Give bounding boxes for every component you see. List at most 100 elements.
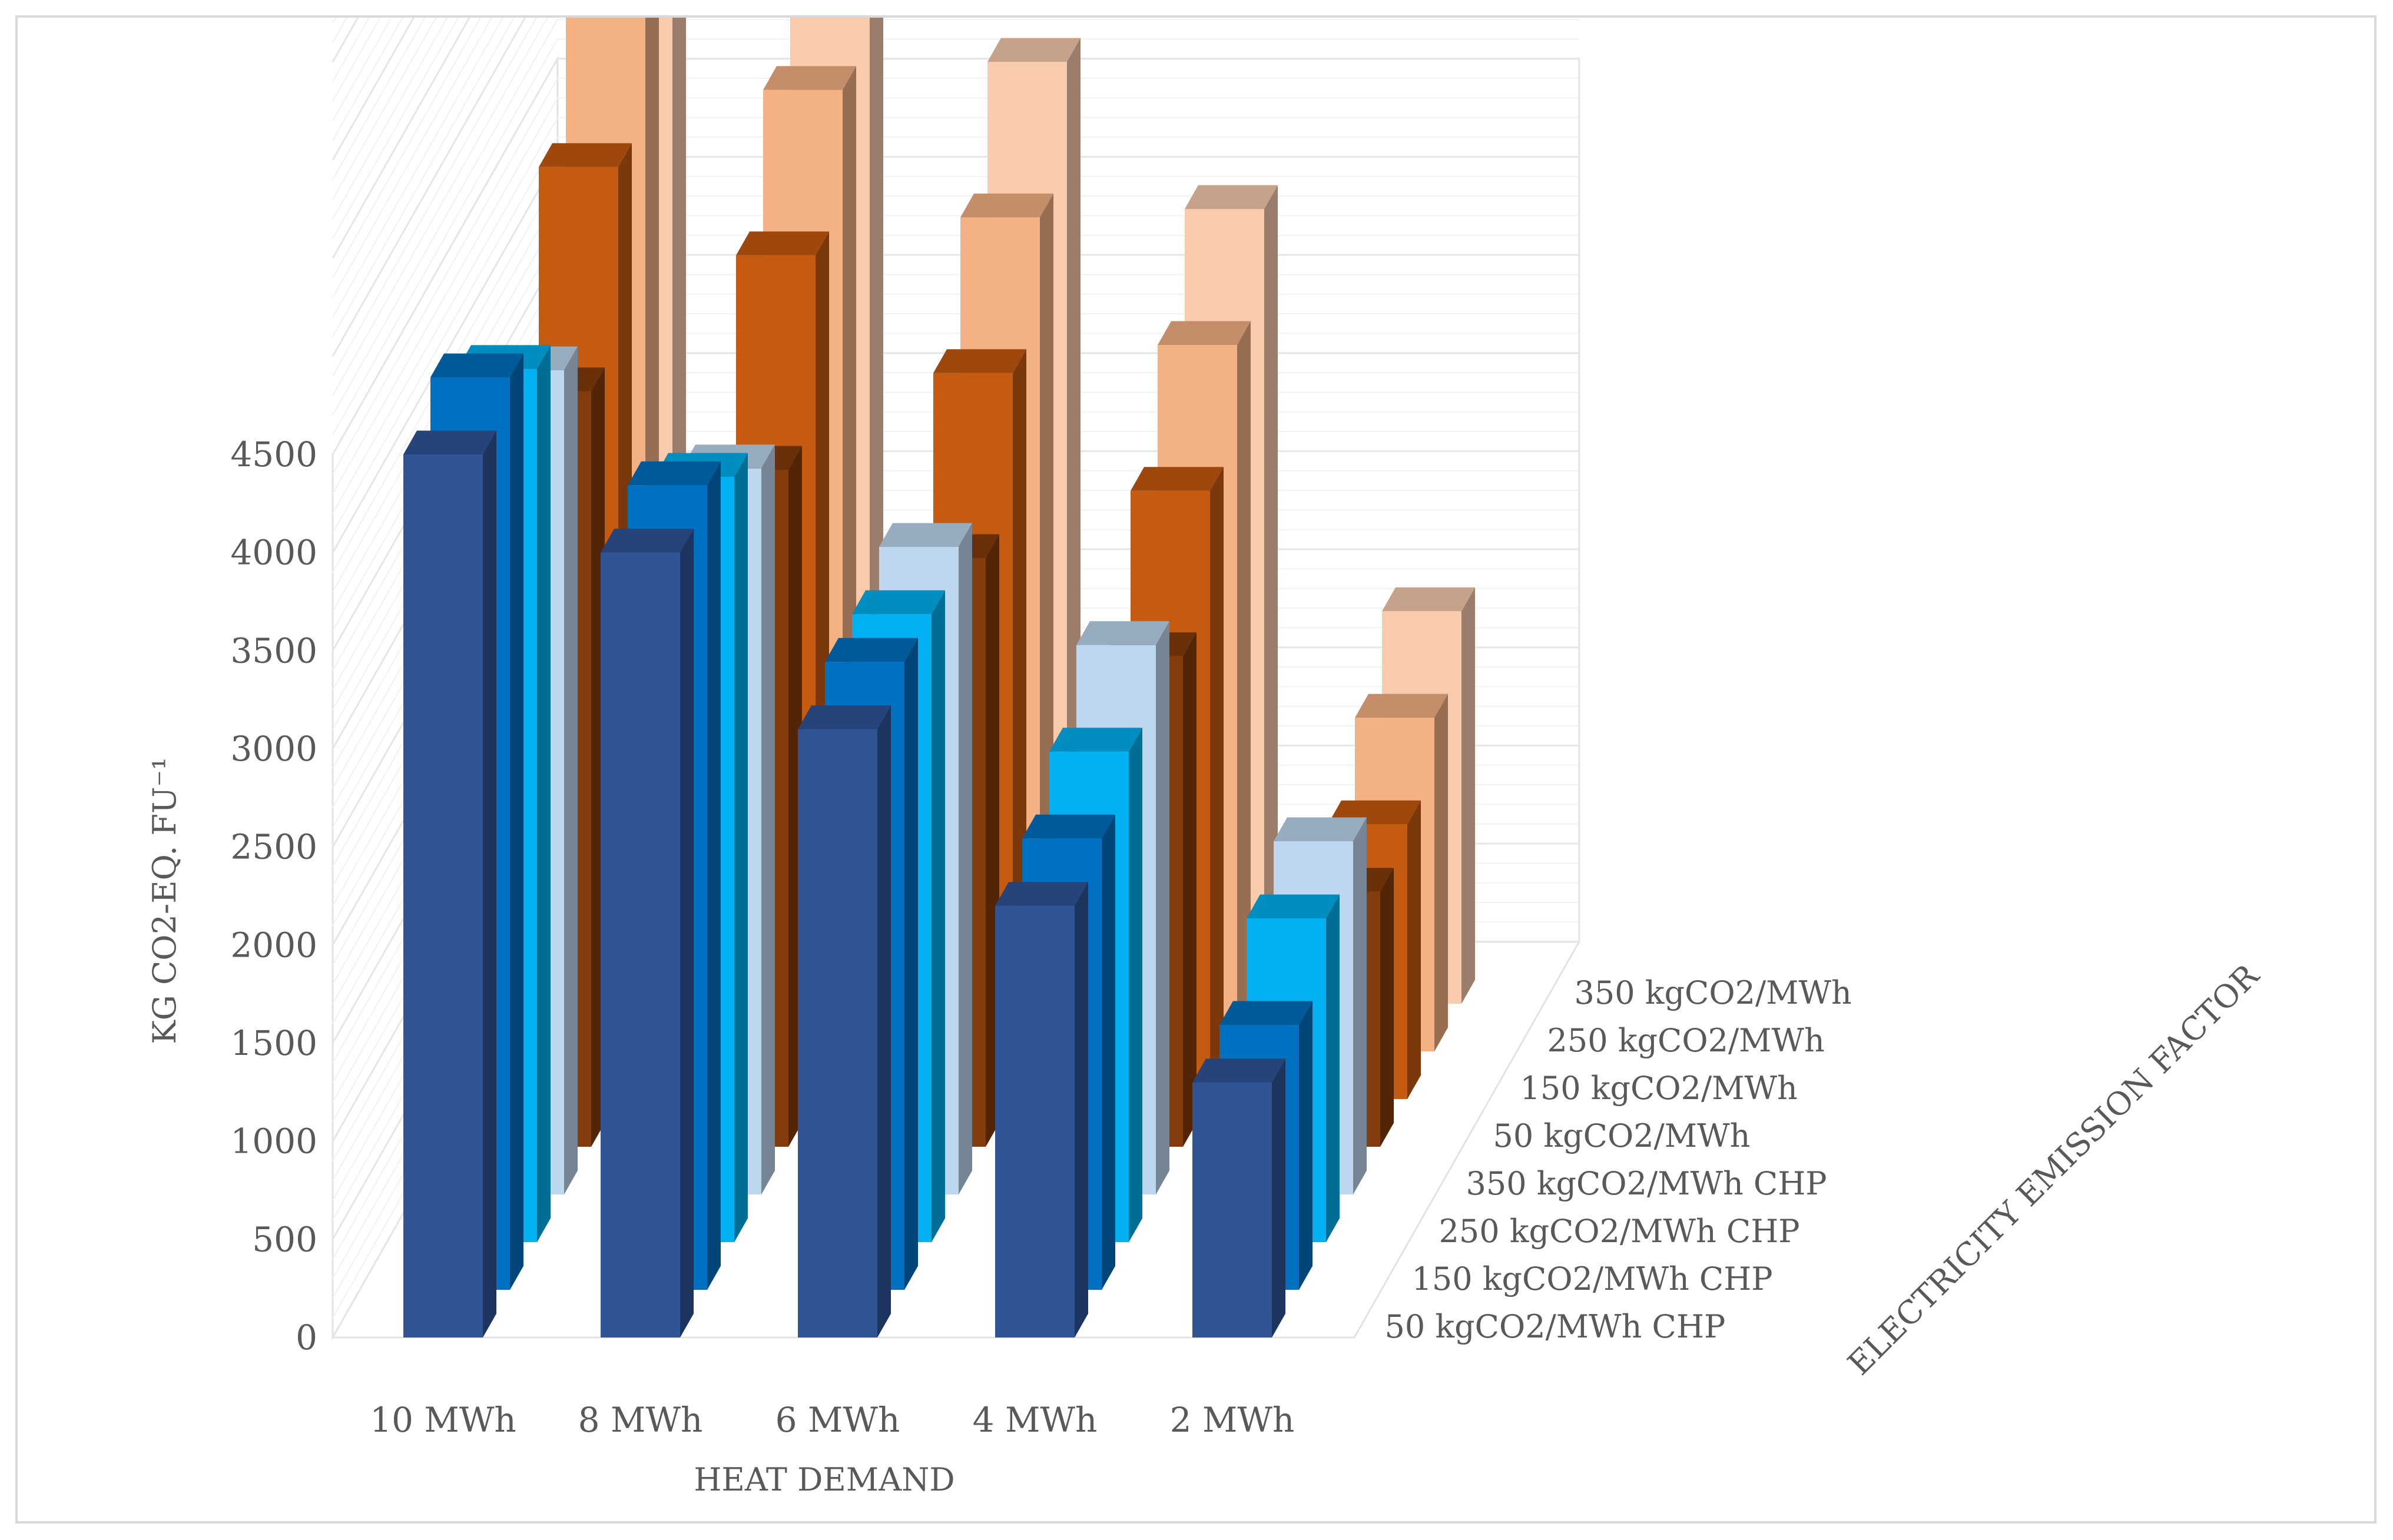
bar-top	[825, 638, 918, 662]
bar-top	[798, 705, 891, 729]
y-tick-label: 3500	[230, 630, 317, 671]
bar-top	[995, 882, 1088, 906]
bar-side	[707, 461, 721, 1290]
gridline	[332, 18, 537, 377]
bar-top	[1076, 621, 1169, 645]
y-tick-label: 500	[252, 1219, 317, 1259]
x-tick-label: 10 MWh	[370, 1400, 516, 1440]
bar-top	[763, 66, 856, 90]
bar-top	[403, 430, 496, 454]
bar-top	[1382, 587, 1475, 612]
gridline	[332, 18, 448, 220]
bar-side	[761, 444, 775, 1195]
series-label: 350 kgCO2/MWh	[1575, 974, 1852, 1011]
gridline	[332, 97, 1579, 494]
series-label: 250 kgCO2/MWh CHP	[1439, 1213, 1800, 1250]
gridline	[332, 137, 1579, 533]
gridline	[332, 38, 1579, 436]
bar-side	[1326, 894, 1340, 1242]
bar-top	[960, 193, 1053, 218]
bar-front	[995, 905, 1075, 1337]
x-axis-title: HEAT DEMAND	[694, 1461, 954, 1498]
bar-top	[1022, 814, 1115, 839]
bar-top	[879, 523, 972, 547]
bar-side	[932, 590, 945, 1242]
gridline	[332, 18, 437, 200]
x-tick-label: 2 MWh	[1170, 1400, 1295, 1440]
bar-top	[736, 231, 829, 255]
bar-front	[1192, 1082, 1272, 1337]
bar-side	[1407, 800, 1421, 1099]
gridline	[332, 18, 526, 357]
bar-top	[1355, 693, 1448, 718]
bar-side	[1272, 1058, 1285, 1337]
bar-side	[1102, 814, 1115, 1290]
bar-side	[483, 430, 496, 1337]
gridline	[332, 18, 548, 396]
chart-frame: 0 500 1000 1500 2000 2500 3000 3500 4000 4500 10 …	[15, 15, 2377, 1524]
gridline	[332, 18, 415, 161]
bars	[403, 18, 1475, 1338]
bar-side	[1299, 1001, 1312, 1290]
y-tick-label: 2000	[230, 925, 317, 965]
x-axis-ticks: 10 MWh 8 MWh 6 MWh 4 MWh 2 MWh	[370, 1400, 1294, 1440]
bar-top	[1219, 1001, 1312, 1025]
bar-side	[1075, 882, 1088, 1337]
bar-side	[1264, 185, 1278, 1004]
bar	[601, 529, 694, 1338]
gridline	[332, 18, 359, 63]
bar-top	[628, 461, 721, 486]
y-axis-ticks: 0 500 1000 1500 2000 2500 3000 3500 4000 4500	[230, 434, 317, 1358]
bar-side	[959, 523, 972, 1194]
gridline	[332, 18, 493, 298]
z-axis-title: ELECTRICITY EMISSION FACTOR	[1841, 957, 2266, 1382]
gridline	[332, 18, 504, 318]
chart-area: 0 500 1000 1500 2000 2500 3000 3500 4000 4500 10 …	[146, 18, 2266, 1498]
bar-side	[537, 345, 551, 1243]
bar-side	[1461, 587, 1475, 1004]
y-tick-label: 4500	[230, 434, 317, 474]
bar	[995, 882, 1088, 1337]
series-label: 250 kgCO2/MWh	[1547, 1022, 1825, 1059]
bar-side	[564, 346, 578, 1194]
series-label: 350 kgCO2/MWh CHP	[1466, 1165, 1827, 1202]
bar-side	[734, 453, 748, 1242]
bar-top	[1158, 321, 1251, 345]
bar-top	[1049, 728, 1142, 752]
bar-side	[1353, 817, 1367, 1194]
gridline	[332, 18, 426, 180]
gridline	[332, 78, 1579, 474]
bar-side	[1183, 632, 1196, 1147]
x-tick-label: 6 MWh	[775, 1400, 900, 1440]
gridline	[332, 58, 1579, 455]
gridline	[332, 18, 459, 239]
bar-top	[852, 590, 945, 615]
bar-side	[904, 638, 918, 1290]
bar-top	[987, 38, 1081, 62]
bar-side	[510, 353, 523, 1290]
bar-top	[1274, 817, 1367, 841]
bar	[403, 430, 496, 1337]
y-tick-label: 4000	[230, 533, 317, 573]
gridline	[332, 18, 482, 278]
gridline	[332, 18, 515, 337]
bar-front	[403, 454, 483, 1337]
x-tick-label: 8 MWh	[578, 1400, 703, 1440]
gridline	[332, 18, 403, 141]
bar-top	[430, 353, 523, 377]
y-tick-label: 1000	[230, 1121, 317, 1161]
gridline	[332, 18, 470, 259]
bar-top	[1247, 894, 1340, 918]
bar-side	[680, 529, 694, 1338]
y-axis-title: KG CO2-EQ. FU⁻¹	[146, 757, 183, 1044]
bar-top	[1131, 467, 1224, 491]
bar-front	[601, 552, 680, 1338]
bar-top	[1185, 185, 1278, 209]
series-label: 50 kgCO2/MWh CHP	[1385, 1308, 1726, 1345]
bar-side	[1237, 321, 1251, 1051]
bar-top	[1192, 1058, 1285, 1083]
x-tick-label: 4 MWh	[973, 1400, 1098, 1440]
y-tick-label: 3000	[230, 729, 317, 769]
bar-top	[539, 143, 632, 167]
series-axis-ticks: 50 kgCO2/MWh CHP 150 kgCO2/MWh CHP 250 kgC…	[1385, 974, 1852, 1345]
